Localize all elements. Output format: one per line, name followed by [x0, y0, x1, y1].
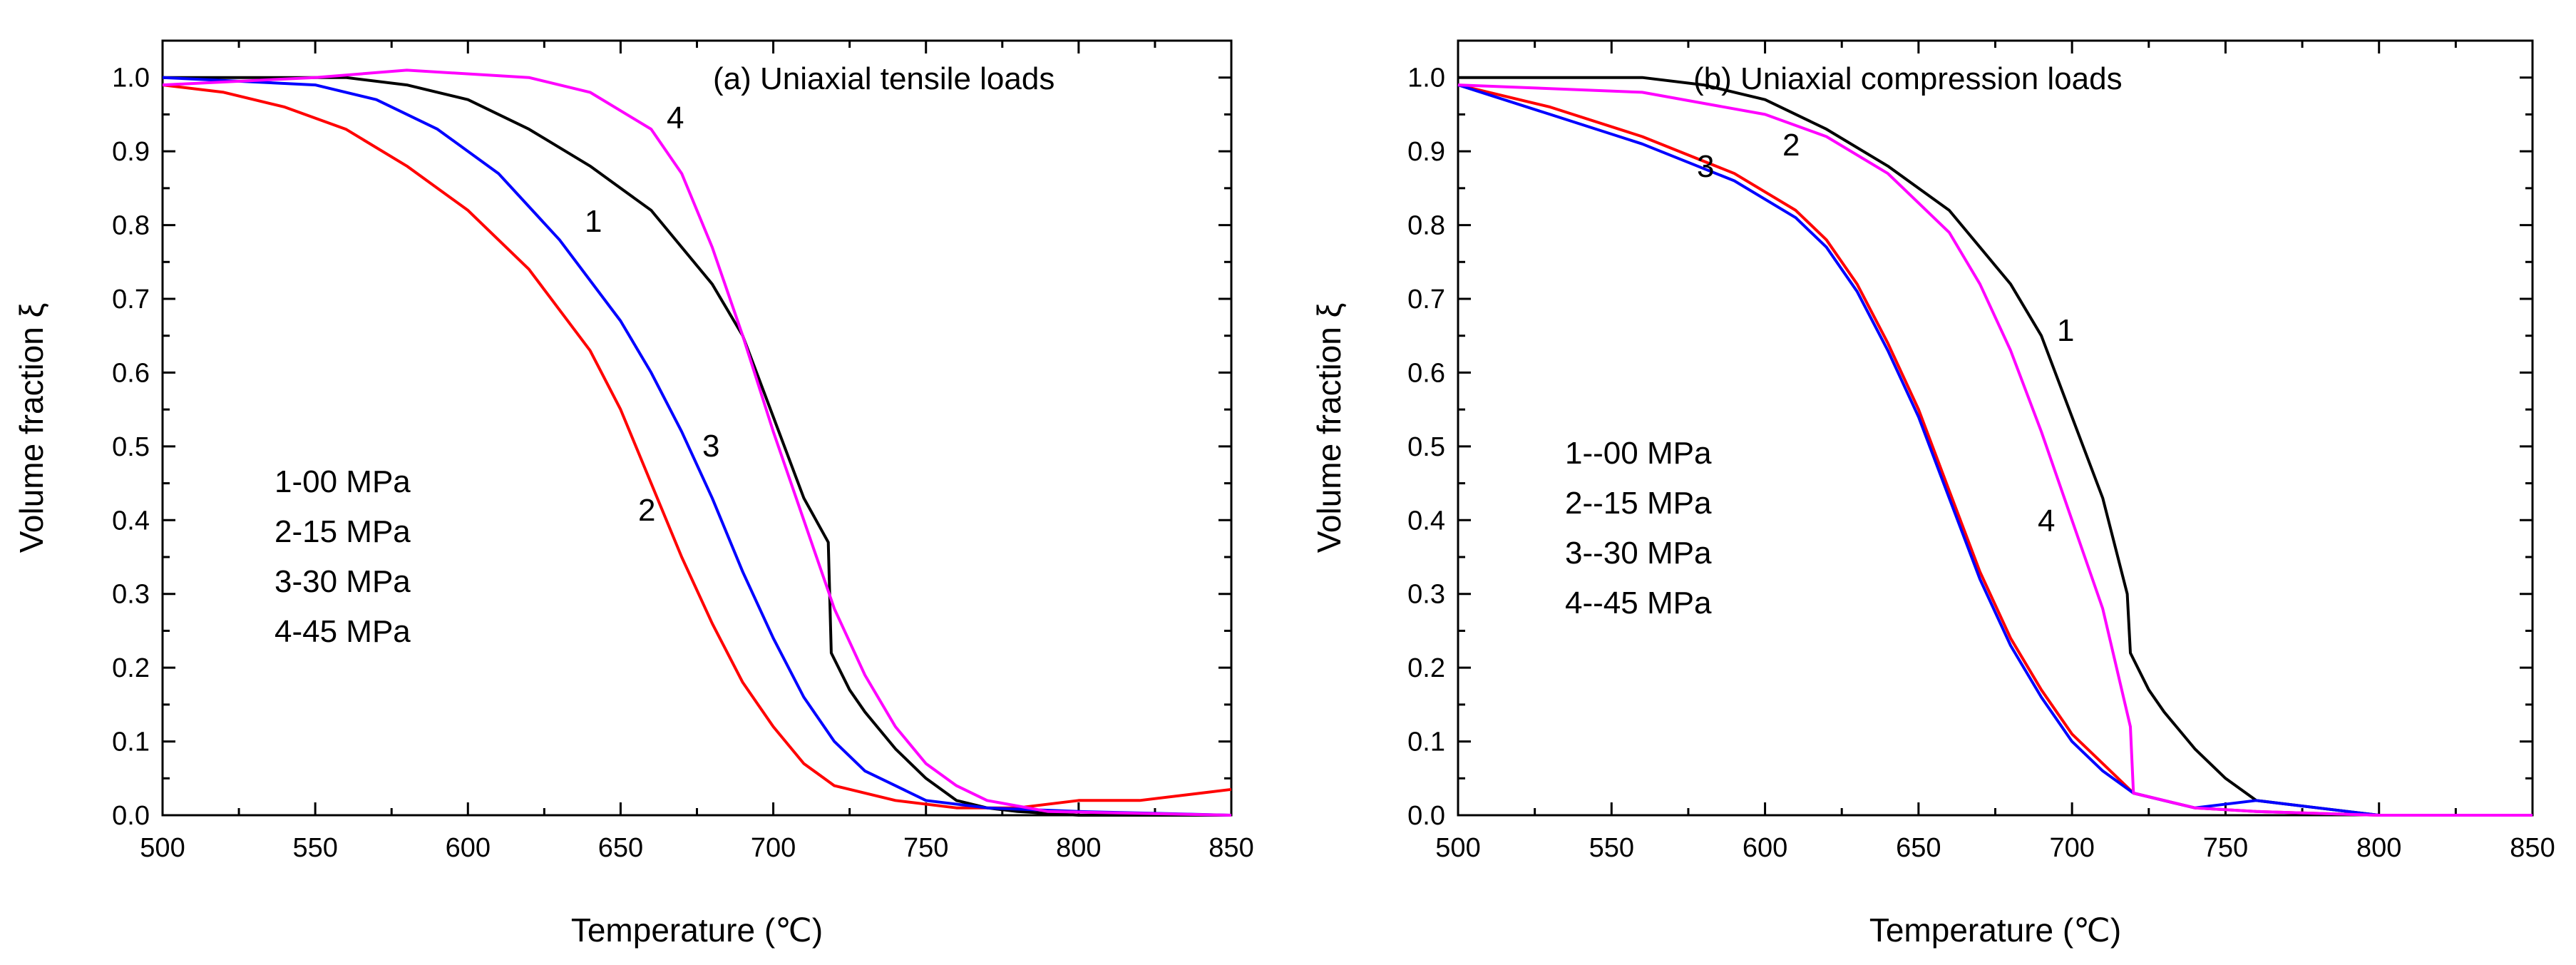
curve-label-2: 2 [638, 493, 655, 528]
chart-panel-tensile: 500 550 600 650 700 750 800 850 0.0 0.1 0.2 0.3 0.4 0… [13, 39, 1254, 949]
x-axis-title: Temperature (℃) [1869, 912, 2121, 949]
series-line-1 [163, 76, 1231, 817]
plot-frame [161, 39, 1233, 817]
legend-line: 1-00 MPa [274, 464, 411, 499]
panel-title: (a) Uniaxial tensile loads [713, 61, 1054, 96]
curves [1457, 76, 2533, 817]
x-tick-label: 700 [751, 833, 796, 863]
legend-line: 1--00 MPa [1565, 436, 1712, 471]
y-tick-label: 1.0 [1407, 63, 1445, 93]
chart-panel-compression: 500 550 600 650 700 750 800 850 0.0 0.1 0.2 0.3 0.4 0… [1310, 39, 2555, 949]
series-line-3 [1457, 83, 2533, 817]
plot-frame [1457, 39, 2534, 817]
curve-label-1: 1 [2057, 313, 2074, 348]
y-tick-label: 0.0 [1407, 801, 1445, 831]
x-tick-label: 550 [292, 833, 337, 863]
y-tick-label: 0.5 [112, 432, 150, 462]
panel-title: (b) Uniaxial compression loads [1693, 61, 2123, 96]
legend-line: 3-30 MPa [274, 564, 411, 599]
x-tick-label: 600 [1743, 833, 1787, 863]
x-tick-label: 500 [140, 833, 185, 863]
x-tick-label: 850 [1209, 833, 1253, 863]
tick-marks [1457, 41, 2534, 817]
x-tick-label: 700 [2049, 833, 2094, 863]
y-tick-label: 0.4 [112, 506, 150, 536]
x-tick-label: 750 [903, 833, 948, 863]
legend: 1--00 MPa 2--15 MPa 3--30 MPa 4--45 MPa [1565, 436, 1712, 621]
y-tick-label: 0.8 [1407, 211, 1445, 241]
x-tick-label: 650 [1896, 833, 1941, 863]
x-tick-label: 600 [446, 833, 491, 863]
curve-labels: 1 2 3 4 [585, 101, 719, 528]
y-tick-label: 0.9 [1407, 137, 1445, 167]
series-line-4 [162, 68, 1232, 817]
x-axis-title: Temperature (℃) [571, 912, 823, 949]
y-tick-label: 0.3 [1407, 580, 1445, 610]
x-tick-label: 850 [2510, 833, 2555, 863]
y-tick-label: 0.9 [112, 137, 150, 167]
x-tick-label: 650 [598, 833, 643, 863]
curve-label-4: 4 [2038, 504, 2055, 538]
x-tick-label: 800 [2356, 833, 2401, 863]
legend: 1-00 MPa 2-15 MPa 3-30 MPa 4-45 MPa [274, 464, 411, 649]
y-tick-label: 0.6 [112, 358, 150, 388]
curve-label-3: 3 [1697, 149, 1714, 184]
curve-label-4: 4 [667, 101, 684, 136]
y-tick-label: 0.2 [112, 653, 150, 683]
y-tick-label: 0.1 [1407, 727, 1445, 757]
x-tick-label: 800 [1056, 833, 1101, 863]
y-tick-label: 0.7 [1407, 285, 1445, 315]
y-tick-label: 0.4 [1407, 506, 1445, 536]
series-line-3 [162, 76, 1232, 817]
y-tick-label: 0.7 [112, 285, 150, 315]
legend-line: 2--15 MPa [1565, 486, 1712, 521]
curve-label-3: 3 [702, 429, 719, 464]
series-line-2 [162, 83, 1232, 810]
legend-line: 3--30 MPa [1565, 536, 1712, 571]
curve-label-1: 1 [585, 204, 602, 239]
y-axis-title: Volume fraction ξ [13, 303, 50, 553]
y-tick-label: 0.5 [1407, 432, 1445, 462]
x-tick-label: 500 [1435, 833, 1480, 863]
y-tick-label: 0.8 [112, 211, 150, 241]
tick-labels: 500 550 600 650 700 750 800 850 0.0 0.1 0.2 0.3 0.4 0… [112, 63, 1254, 863]
legend-line: 2-15 MPa [274, 514, 411, 549]
y-axis-title: Volume fraction ξ [1310, 303, 1348, 553]
series-line-1 [1458, 76, 2533, 817]
x-tick-label: 750 [2203, 833, 2248, 863]
series-line-4 [1457, 83, 2533, 817]
curve-labels: 1 2 3 4 [1697, 128, 2074, 538]
y-tick-label: 0.6 [1407, 358, 1445, 388]
tick-marks [161, 41, 1233, 817]
curves [162, 68, 1232, 817]
legend-line: 4--45 MPa [1565, 586, 1712, 621]
legend-line: 4-45 MPa [274, 614, 411, 649]
y-tick-label: 0.2 [1407, 653, 1445, 683]
y-tick-label: 0.0 [112, 801, 150, 831]
curve-label-2: 2 [1782, 128, 1800, 163]
y-tick-label: 0.1 [112, 727, 150, 757]
y-tick-label: 1.0 [112, 63, 150, 93]
x-tick-label: 550 [1589, 833, 1634, 863]
y-tick-label: 0.3 [112, 580, 150, 610]
tick-labels: 500 550 600 650 700 750 800 850 0.0 0.1 0.2 0.3 0.4 0… [1407, 63, 2555, 863]
